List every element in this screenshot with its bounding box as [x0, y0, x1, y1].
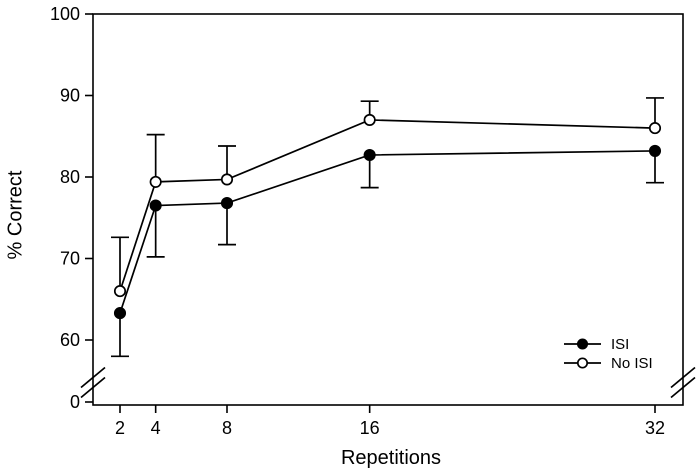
marker-open-circle-no-isi	[648, 122, 662, 135]
axis-break-icon	[670, 376, 696, 399]
x-tick-label: 32	[645, 418, 665, 438]
x-tick-label: 4	[151, 418, 161, 438]
marker-filled-circle-isi	[363, 148, 376, 162]
y-tick-label: 80	[60, 167, 80, 187]
legend-marker-open-circle	[576, 357, 589, 369]
marker-open-circle-no-isi	[220, 173, 234, 186]
axis-break-icon	[670, 366, 696, 389]
series-line-no-isi	[119, 119, 656, 292]
x-tick-label: 8	[222, 418, 232, 438]
x-tick-label: 16	[360, 418, 380, 438]
marker-open-circle-no-isi	[149, 175, 162, 188]
marker-open-circle-no-isi	[363, 113, 376, 126]
axis-break-icon	[80, 376, 106, 399]
marker-filled-circle-isi	[220, 197, 234, 210]
x-tick-label: 2	[115, 418, 125, 438]
legend-label-no-isi: No ISI	[611, 355, 653, 372]
y-tick-label: 0	[70, 392, 80, 412]
y-tick-label: 100	[50, 4, 80, 24]
legend-label-isi: ISI	[611, 336, 629, 353]
y-tick-label: 90	[60, 86, 80, 106]
y-axis-title: % Correct	[4, 170, 27, 260]
x-axis-title: Repetitions	[340, 447, 442, 469]
series-line-isi	[119, 150, 656, 314]
y-tick-label: 70	[60, 249, 80, 269]
marker-filled-circle-isi	[113, 307, 127, 320]
axis-break-icon	[80, 366, 106, 389]
marker-filled-circle-isi	[648, 144, 662, 157]
plot-frame	[92, 13, 684, 406]
marker-open-circle-no-isi	[113, 285, 127, 298]
marker-filled-circle-isi	[149, 199, 162, 212]
y-tick-label: 60	[60, 330, 80, 350]
legend-marker-filled-circle	[576, 338, 589, 350]
